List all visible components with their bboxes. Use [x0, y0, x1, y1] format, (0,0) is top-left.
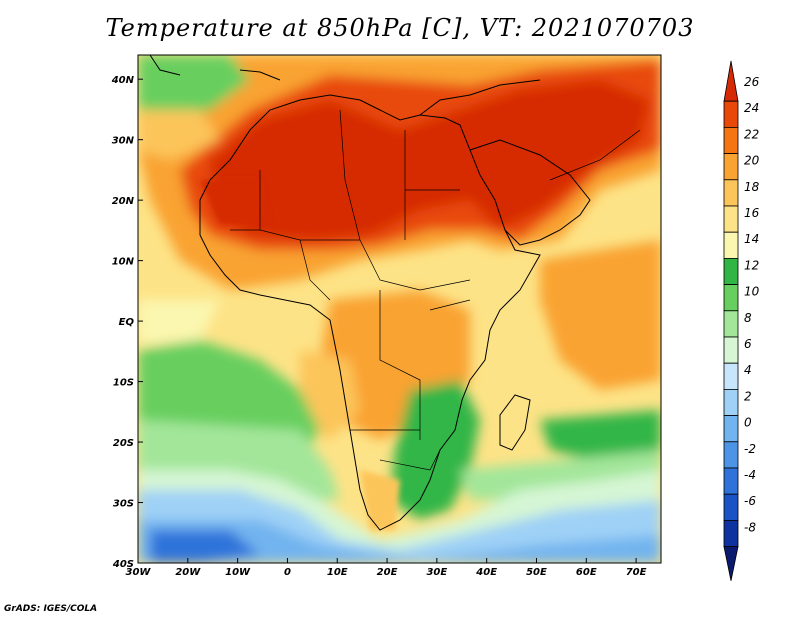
colorbar-swatch — [723, 310, 739, 338]
colorbar-swatch — [723, 467, 739, 495]
lon-tick-label: 30W — [126, 567, 152, 578]
colorbar-label: 22 — [744, 127, 759, 141]
colorbar-swatch — [723, 388, 739, 416]
coastlines — [149, 55, 591, 531]
colorbar-top-triangle — [723, 60, 739, 102]
colorbar-swatch — [723, 205, 739, 233]
colorbar-label: -8 — [744, 520, 756, 534]
colorbar-swatch — [723, 336, 739, 364]
colorbar-label: -4 — [744, 468, 756, 482]
lat-tick-label: 30S — [113, 499, 134, 510]
lon-tick-label: 50E — [526, 567, 547, 578]
lat-tick-label: 20N — [112, 196, 135, 207]
map-axes: 30W 20W 10W 0 10E 20E 30E 40E 50E 60E 70E 40N 30N 20N… — [111, 75, 647, 578]
colorbar-label: 18 — [744, 180, 760, 194]
map-title: Temperature at 850hPa [C], VT: 202107070… — [105, 14, 695, 42]
colorbar-swatch — [723, 520, 739, 548]
lat-tick-label: 10N — [112, 257, 135, 268]
lon-tick-label: 10W — [225, 567, 251, 578]
lat-tick-label: EQ — [119, 317, 135, 328]
colorbar-label: 6 — [744, 337, 752, 351]
colorbar-swatch — [723, 127, 739, 155]
colorbar-label: 12 — [744, 258, 759, 272]
temperature-field — [138, 55, 661, 563]
colorbar-label: -2 — [744, 442, 756, 456]
colorbar-label: 20 — [744, 154, 760, 168]
lon-tick-label: 60E — [576, 567, 597, 578]
lon-tick-label: 30E — [426, 567, 447, 578]
lat-tick-label: 20S — [113, 438, 134, 449]
colorbar-swatch — [723, 100, 739, 128]
country-borders — [230, 109, 641, 471]
colorbar-label: 14 — [744, 232, 759, 246]
lat-tick-label: 10S — [113, 378, 134, 389]
colorbar-label: 0 — [744, 416, 752, 430]
colorbar-swatch — [723, 362, 739, 390]
lon-tick-label: 40E — [475, 567, 497, 578]
lon-tick-label: 10E — [327, 567, 348, 578]
lon-tick-label: 0 — [284, 567, 291, 578]
colorbar-swatch — [723, 153, 739, 181]
colorbar-swatch — [723, 441, 739, 469]
colorbar-label: 10 — [744, 285, 760, 299]
colorbar-label: 8 — [744, 311, 752, 325]
lon-tick-label: 20W — [175, 567, 201, 578]
colorbar-label: 26 — [744, 75, 760, 89]
lon-tick-label: 20E — [377, 567, 398, 578]
lon-tick-label: 70E — [626, 567, 647, 578]
colorbar-bottom-triangle — [723, 546, 739, 581]
colorbar-label: 2 — [744, 389, 752, 403]
colorbar-swatch — [723, 257, 739, 285]
colorbar-label: 24 — [744, 101, 759, 115]
colorbar-label: -6 — [744, 494, 756, 508]
map-frame — [137, 54, 662, 564]
colorbar-swatch — [723, 284, 739, 312]
colorbar-swatch — [723, 179, 739, 207]
lat-tick-label: 40N — [111, 75, 135, 86]
colorbar-label: 16 — [744, 206, 760, 220]
lat-tick-label: 40S — [112, 559, 134, 570]
colorbar-label: 4 — [744, 363, 752, 377]
colorbar-swatch — [723, 415, 739, 443]
lat-tick-label: 30N — [112, 136, 135, 147]
colorbar-swatch — [723, 493, 739, 521]
colorbar-swatch — [723, 231, 739, 259]
grads-credit: GrADS: IGES/COLA — [4, 604, 98, 614]
